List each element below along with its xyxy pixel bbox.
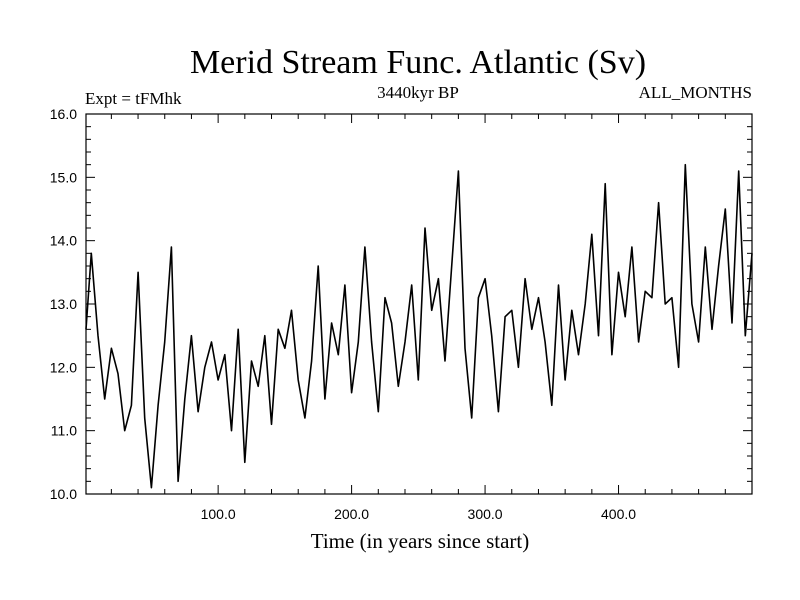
months-label: ALL_MONTHS bbox=[639, 83, 752, 102]
x-tick-label: 300.0 bbox=[468, 506, 503, 522]
series-line-0 bbox=[85, 163, 753, 489]
y-tick-label: 12.0 bbox=[50, 359, 77, 375]
x-tick-label: 200.0 bbox=[334, 506, 369, 522]
y-tick-label: 13.0 bbox=[50, 296, 77, 312]
y-tick-label: 14.0 bbox=[50, 233, 77, 249]
experiment-label: Expt = tFMhk bbox=[85, 89, 182, 108]
y-tick-label: 10.0 bbox=[50, 486, 77, 502]
y-tick-label: 16.0 bbox=[50, 106, 77, 122]
plot-area: 100.0 200.0 300.0 400.0 10.0 11.0 12.0 13.0 14.0… bbox=[50, 106, 753, 522]
x-tick-label: 400.0 bbox=[601, 506, 636, 522]
x-tick-label: 100.0 bbox=[201, 506, 236, 522]
chart-title: Merid Stream Func. Atlantic (Sv) bbox=[190, 44, 646, 81]
plot-frame bbox=[85, 113, 753, 495]
y-tick-label: 15.0 bbox=[50, 169, 77, 185]
y-tick-label: 11.0 bbox=[51, 423, 77, 439]
x-axis-label: Time (in years since start) bbox=[311, 529, 530, 553]
period-label: 3440kyr BP bbox=[377, 83, 459, 102]
